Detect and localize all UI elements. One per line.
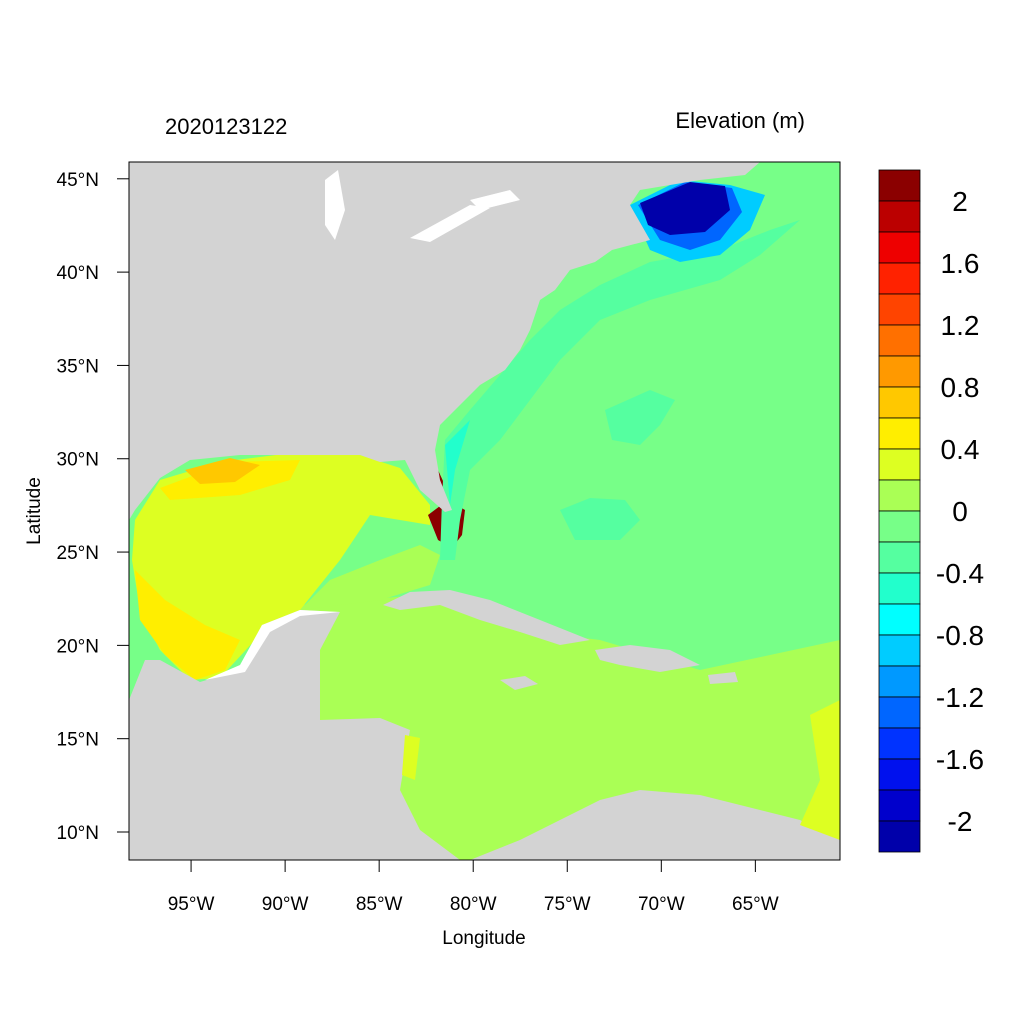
colorbar-bin [878, 355, 921, 388]
colorbar: 2 1.6 1.2 0.8 0.4 0 -0.4 -0.8 -1.2 -1.6 -2 [878, 169, 984, 853]
x-tick-label: 75°W [544, 894, 591, 915]
map-frame [128, 161, 841, 861]
colorbar-bin [878, 510, 921, 543]
y-tick-label: 45°N [57, 170, 99, 191]
colorbar-bin [878, 200, 921, 233]
colorbar-bin [878, 324, 921, 357]
colorbar-bin [878, 789, 921, 822]
land-hispaniola [595, 645, 700, 672]
bahamas-patch [560, 498, 640, 540]
gulf-of-maine-core [640, 182, 730, 235]
y-tick-label: 15°N [57, 730, 99, 751]
louisiana-surge [185, 458, 260, 484]
y-tick-label: 30°N [57, 450, 99, 471]
colorbar-bin [878, 603, 921, 636]
colorbar-bin [878, 696, 921, 729]
lesser-antilles-anomaly [800, 700, 840, 840]
x-tick-label: 90°W [262, 894, 309, 915]
colorbar-tick-label: 0 [952, 496, 968, 527]
colorbar-tick-label: -0.8 [936, 620, 984, 651]
colorbar-tick-label: 0.4 [941, 434, 980, 465]
colorbar-bin [878, 541, 921, 574]
ocean-gulf-of-mexico [132, 452, 430, 680]
colorbar-bin [878, 417, 921, 450]
y-axis: 45°N 40°N 35°N 30°N 25°N 20°N 15°N 10°N [57, 170, 129, 844]
colorbar-tick-label: -1.2 [936, 682, 984, 713]
x-tick-label: 80°W [450, 894, 497, 915]
colorbar-tick-label: 2 [952, 186, 968, 217]
y-tick-label: 35°N [57, 356, 99, 377]
land-jamaica [500, 676, 538, 690]
colorbar-tick-label: 1.2 [941, 310, 980, 341]
colorbar-bin [878, 758, 921, 791]
mid-atlantic-patch [605, 390, 675, 445]
coastal-cyan-band [445, 420, 470, 505]
colorbar-bin [878, 479, 921, 512]
x-tick-label: 70°W [638, 894, 685, 915]
y-tick-label: 40°N [57, 263, 99, 284]
colorbar-tick-label: -1.6 [936, 744, 984, 775]
coastal-negative-band [440, 220, 800, 560]
colorbar-bin [878, 262, 921, 295]
time-label: 2020123122 [165, 114, 287, 139]
x-tick-label: 95°W [168, 894, 215, 915]
x-tick-label: 85°W [356, 894, 403, 915]
colorbar-bin [878, 665, 921, 698]
land-lake-ontario [470, 190, 520, 210]
colorbar-bin [878, 231, 921, 264]
land-lake-michigan [325, 170, 345, 240]
colorbar-tick-label: -2 [948, 806, 973, 837]
ocean-straits [300, 545, 440, 610]
colorbar-bin [878, 169, 921, 202]
y-tick-label: 10°N [57, 823, 99, 844]
land-yucatan-shelf [205, 610, 340, 680]
land-cuba [383, 590, 590, 645]
variable-label: Elevation (m) [675, 108, 805, 133]
gulf-western-shelf [135, 570, 240, 680]
colorbar-bin [878, 820, 921, 853]
y-tick-label: 20°N [57, 636, 99, 657]
colorbar-tick-label: 0.8 [941, 372, 980, 403]
map-panel [129, 162, 840, 860]
x-axis-title: Longitude [442, 928, 525, 949]
colorbar-bin [878, 572, 921, 605]
colorbar-bin [878, 386, 921, 419]
land-south-america [470, 790, 840, 860]
colorbar-bin [878, 448, 921, 481]
colorbar-tick-label: -0.4 [936, 558, 984, 589]
land-puerto-rico [708, 672, 738, 684]
colorbar-bin [878, 727, 921, 760]
colorbar-bin [878, 293, 921, 326]
y-tick-label: 25°N [57, 543, 99, 564]
x-axis: 95°W 90°W 85°W 80°W 75°W 70°W 65°W [168, 860, 779, 915]
colorbar-tick-label: 1.6 [941, 248, 980, 279]
nicaragua-coast-anomaly [402, 735, 420, 780]
land-north-america [129, 162, 760, 520]
x-tick-label: 65°W [732, 894, 779, 915]
land-mexico-central-america [129, 610, 460, 860]
land-lake-erie [410, 205, 490, 242]
colorbar-bin [878, 634, 921, 667]
y-axis-title: Latitude [24, 477, 45, 545]
